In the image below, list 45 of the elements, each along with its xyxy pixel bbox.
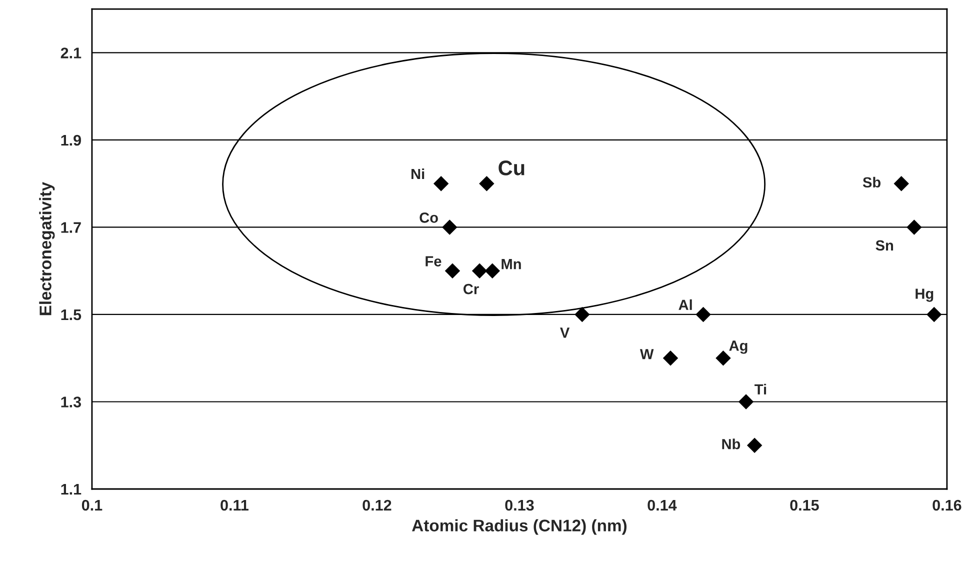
x-tick-label: 0.14 — [648, 500, 677, 511]
x-tick-label: 0.13 — [505, 500, 534, 511]
annotation: Cr — [463, 284, 479, 294]
x-tick-label: 0.11 — [220, 500, 248, 511]
annotation: Ti — [754, 384, 766, 394]
point — [444, 263, 460, 278]
point — [479, 176, 494, 192]
point — [433, 176, 449, 192]
annotation: V — [560, 328, 570, 338]
point — [894, 176, 909, 192]
x-tick-label: 0.15 — [790, 500, 819, 511]
point — [472, 263, 488, 278]
point — [662, 350, 678, 366]
annotation: Mn — [502, 259, 521, 270]
x-tick-label: 0.16 — [932, 500, 962, 511]
point — [484, 263, 500, 278]
point — [906, 220, 922, 235]
y-tick-label: 1.3 — [61, 396, 81, 408]
annotation: Sn — [876, 240, 894, 251]
x-tick-label: 0.12 — [362, 500, 392, 511]
x-tick-label: 0.1 — [82, 500, 102, 511]
annotation: Ag — [729, 340, 748, 354]
point — [716, 350, 731, 366]
annotation: Fe — [426, 256, 442, 266]
annotation: Ni — [412, 168, 424, 180]
y-tick-label: 2.1 — [60, 48, 82, 58]
annotation: Nb — [722, 438, 740, 450]
point — [574, 306, 590, 322]
y-tick-label: 1.9 — [61, 134, 81, 146]
point — [738, 394, 754, 410]
annotation: W — [640, 349, 654, 360]
annotation: Sb — [862, 176, 881, 188]
y-tick-label: 1.5 — [61, 310, 82, 320]
point — [696, 306, 711, 322]
x-axis-title: Atomic Radius (CN12) (nm) — [412, 519, 627, 535]
annotation: Cu — [498, 160, 524, 176]
y-tick-label: 1.1 — [61, 484, 82, 495]
point — [926, 306, 942, 322]
point — [442, 220, 458, 235]
y-tick-label: 1.7 — [61, 222, 81, 233]
annotation: Al — [678, 299, 692, 310]
y-axis-title: Electronegativity — [39, 182, 55, 316]
annotation: Co — [420, 212, 438, 223]
annotation: Hg — [916, 288, 934, 302]
point — [746, 438, 762, 453]
